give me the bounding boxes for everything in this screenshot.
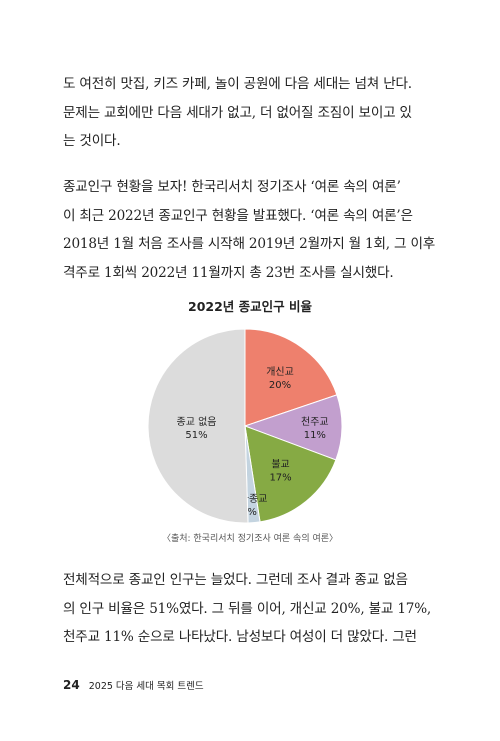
text-line: 의 인구 비율은 51%였다. 그 뒤를 이어, 개신교 20%, 불교 17%…: [63, 600, 432, 617]
text-line: 천주교 11% 순으로 나타났다. 남성보다 여성이 더 많았다. 그런: [63, 629, 417, 645]
slice-label: 개신교: [266, 366, 294, 378]
text-line: 이 최근 2022년 종교인구 현황을 발표했다. ‘여론 속의 여론’은: [63, 207, 413, 224]
slice-value-label: 17%: [269, 473, 291, 484]
page-number: 24: [63, 678, 80, 692]
paragraph-intro: 도 여전히 맛집, 키즈 카페, 놀이 공원에 다음 세대는 넘쳐 난다. 문제…: [63, 70, 433, 156]
book-title: 2025 다음 세대 목회 트렌드: [88, 681, 204, 692]
pie-slice-2: [244, 425, 337, 523]
text-line: 전체적으로 종교인 인구는 늘었다. 그런데 조사 결과 종교 없음: [63, 572, 408, 588]
pie-slice-0: [244, 328, 338, 427]
slice-value-label: 11%: [304, 430, 326, 441]
text-line: 종교인구 현황을 보자! 한국리서치 정기조사 ‘여론 속의 여론’: [63, 179, 401, 195]
paragraph-results: 전체적으로 종교인 인구는 늘었다. 그런데 조사 결과 종교 없음 의 인구 …: [63, 566, 433, 652]
slice-value-label: 20%: [269, 380, 291, 391]
slice-value-label: 2%: [241, 507, 257, 518]
text-line: 문제는 교회에만 다음 세대가 없고, 더 없어질 조짐이 보이고 있: [63, 104, 412, 121]
text-line: 2018년 1월 처음 조사를 시작해 2019년 2월까지 월 1회, 그 이…: [63, 236, 436, 252]
paragraph-survey: 종교인구 현황을 보자! 한국리서치 정기조사 ‘여론 속의 여론’ 이 최근 …: [63, 173, 436, 287]
pie-slice-1: [243, 394, 343, 461]
slice-label: 불교: [271, 459, 289, 471]
text-line: 는 것이다.: [63, 133, 121, 149]
text-line: 도 여전히 맛집, 키즈 카페, 놀이 공원에 다음 세대는 넘쳐 난다.: [63, 76, 412, 92]
chart-title: 2022년 종교인구 비율: [188, 299, 312, 314]
pie-slice-4: [147, 328, 249, 524]
slice-label: 종교 없음: [177, 415, 217, 428]
text-line: 격주로 1회씩 2022년 11월까지 총 23번 조사를 실시했다.: [63, 264, 394, 281]
chart-source-caption: 〈출처: 한국리서치 정기조사 여론 속의 여론〉: [161, 534, 339, 544]
slice-value-label: 51%: [185, 430, 207, 441]
slice-label: 천주교: [301, 416, 329, 428]
page-footer: 24 2025 다음 세대 목회 트렌드: [63, 678, 204, 692]
